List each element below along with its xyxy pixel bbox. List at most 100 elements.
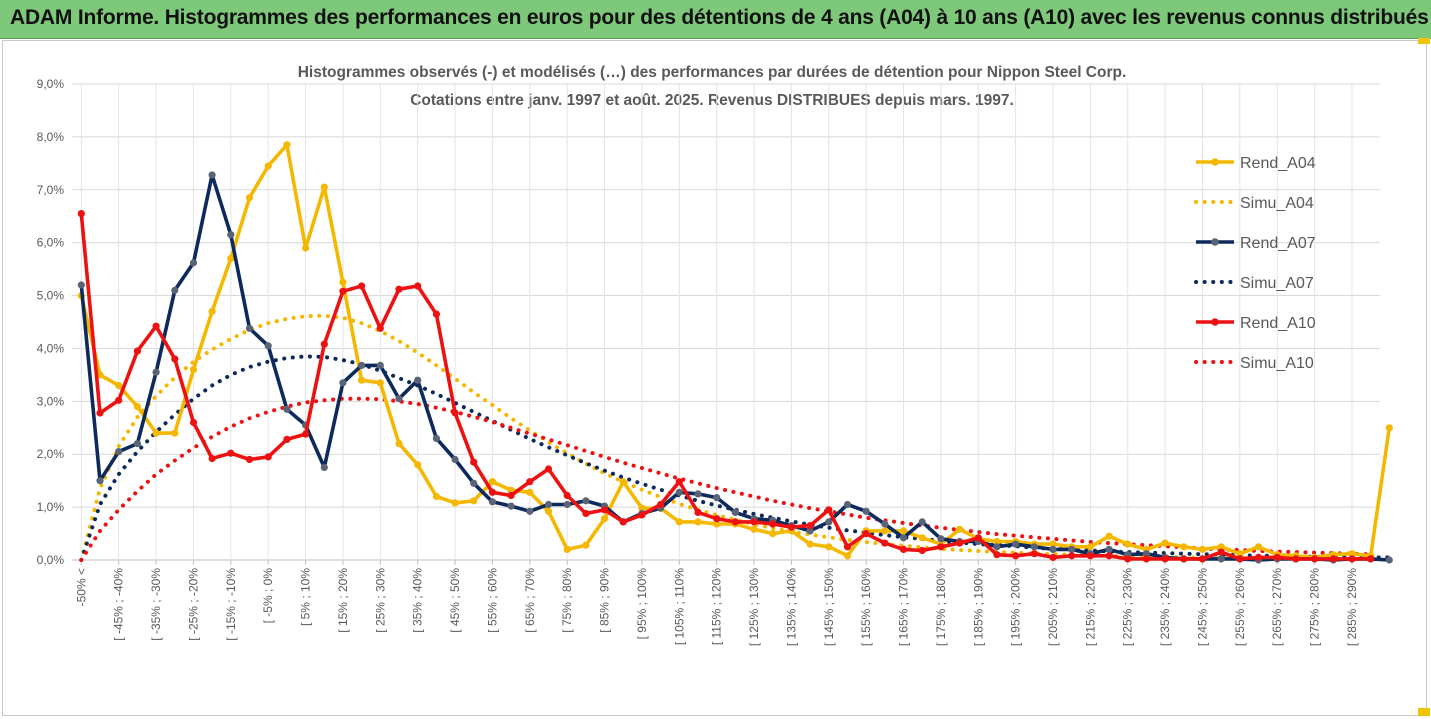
data-point-rend-a04 [1348, 550, 1356, 558]
data-point-rend-a10 [1124, 555, 1132, 563]
x-axis: -50% < [ -45% ; -40% [ -35% ; -30% [ -25% ;… [74, 560, 1359, 646]
data-point-rend-a04 [638, 504, 646, 512]
data-point-rend-a07 [470, 479, 478, 487]
data-point-rend-a10 [1105, 552, 1113, 560]
data-point-rend-a10 [395, 285, 403, 293]
corner-mark-bottom [1418, 708, 1430, 716]
data-point-rend-a04 [713, 520, 721, 528]
data-point-rend-a04 [825, 543, 833, 551]
data-point-rend-a07 [395, 395, 403, 403]
y-tick-label: 6,0% [37, 236, 65, 250]
data-point-rend-a04 [395, 440, 403, 448]
data-point-rend-a04 [358, 376, 366, 384]
y-tick-label: 2,0% [37, 447, 65, 461]
x-tick-label: [ 195% ; 200% [1009, 568, 1023, 646]
data-point-rend-a10 [1217, 548, 1225, 556]
x-tick-label: [ 235% ; 240% [1158, 568, 1172, 646]
data-point-rend-a10 [806, 522, 814, 530]
data-point-rend-a04 [843, 552, 852, 560]
data-point-rend-a10 [918, 546, 926, 555]
data-point-rend-a07 [208, 171, 216, 179]
data-point-rend-a07 [937, 535, 945, 543]
x-tick-label: [ 45% ; 50% [448, 568, 462, 633]
data-point-rend-a10 [152, 322, 160, 330]
data-point-rend-a10 [694, 508, 702, 516]
y-tick-label: 9,0% [37, 77, 65, 91]
data-point-rend-a04 [806, 540, 814, 548]
data-point-rend-a10 [171, 355, 179, 363]
data-point-rend-a10 [339, 287, 347, 295]
data-point-rend-a07 [320, 463, 328, 471]
data-point-rend-a10 [376, 324, 384, 332]
chart-subtitle: Cotations entre janv. 1997 et août. 2025… [410, 92, 1014, 109]
data-point-rend-a04 [694, 518, 702, 526]
data-point-rend-a04 [451, 499, 459, 507]
data-point-rend-a10 [1030, 550, 1038, 558]
data-point-rend-a07 [694, 490, 702, 498]
data-point-rend-a04 [1161, 539, 1169, 547]
series-layer [77, 141, 1393, 564]
data-point-rend-a10 [769, 520, 777, 528]
data-point-rend-a10 [862, 530, 870, 538]
data-point-rend-a07 [451, 455, 459, 464]
y-tick-label: 7,0% [37, 183, 65, 197]
data-point-rend-a10 [1180, 555, 1188, 563]
data-point-rend-a07 [358, 361, 366, 369]
data-point-rend-a04 [208, 307, 216, 315]
data-point-rend-a10 [600, 506, 609, 514]
data-point-rend-a10 [881, 539, 889, 547]
data-point-rend-a04 [152, 429, 160, 437]
data-point-rend-a07 [432, 434, 440, 442]
data-point-rend-a10 [1254, 553, 1263, 562]
banner-title: ADAM Informe. Histogrammes des performan… [10, 6, 1429, 29]
x-tick-label: [ 65% ; 70% [523, 568, 537, 633]
data-point-rend-a04 [1124, 540, 1132, 548]
data-point-rend-a10 [488, 488, 496, 496]
data-point-rend-a07 [1105, 545, 1113, 554]
data-point-rend-a04 [320, 183, 328, 191]
data-point-rend-a04 [1198, 545, 1207, 554]
data-point-rend-a07 [283, 405, 291, 413]
data-point-rend-a04 [563, 545, 571, 554]
data-point-rend-a07 [993, 543, 1001, 551]
data-point-rend-a07 [227, 231, 235, 239]
legend-label-rend-a07: Rend_A07 [1240, 235, 1316, 252]
data-point-rend-a10 [1068, 552, 1076, 560]
data-point-rend-a04 [1086, 543, 1094, 551]
legend-marker-rend-a07 [1211, 238, 1219, 246]
data-point-rend-a10 [956, 539, 964, 547]
data-point-rend-a04 [227, 254, 235, 263]
data-point-rend-a07 [899, 534, 908, 542]
x-tick-label: [ 135% ; 140% [784, 568, 798, 646]
data-point-rend-a10 [96, 409, 104, 417]
data-point-rend-a10 [1012, 552, 1020, 560]
x-tick-label: [ 85% ; 90% [598, 568, 612, 633]
data-point-rend-a10 [582, 509, 590, 518]
data-point-rend-a04 [899, 527, 908, 535]
legend-marker-rend-a10 [1211, 318, 1219, 326]
data-point-rend-a04 [918, 534, 926, 542]
data-point-rend-a10 [544, 465, 553, 473]
data-point-rend-a10 [320, 340, 328, 348]
data-point-rend-a07 [544, 500, 553, 509]
data-point-rend-a04 [1049, 540, 1057, 548]
data-point-rend-a10 [227, 449, 235, 457]
data-point-rend-a10 [283, 435, 291, 443]
data-point-rend-a04 [600, 515, 609, 523]
data-point-rend-a07 [526, 507, 534, 515]
x-tick-label: [ -35% ; -30% [149, 568, 163, 641]
x-tick-label: [ 185% ; 190% [971, 568, 985, 646]
data-point-rend-a04 [544, 507, 553, 515]
x-tick-label: [ -25% ; -20% [186, 568, 200, 641]
legend-label-simu-a10: Simu_A10 [1240, 355, 1314, 372]
data-point-rend-a10 [1292, 555, 1300, 563]
x-tick-label: [ 25% ; 30% [373, 568, 387, 633]
x-tick-label: [ 215% ; 220% [1083, 568, 1097, 646]
data-point-rend-a07 [133, 440, 141, 448]
data-point-rend-a04 [1254, 543, 1263, 551]
legend-marker-rend-a04 [1211, 158, 1219, 166]
x-tick-label: [ 105% ; 110% [672, 568, 686, 645]
data-point-rend-a10 [1086, 552, 1094, 560]
data-point-rend-a10 [638, 511, 646, 519]
